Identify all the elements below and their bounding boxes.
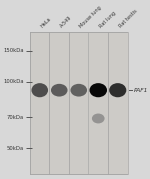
Text: 50kDa: 50kDa (7, 146, 24, 151)
Ellipse shape (32, 83, 48, 97)
Bar (30, 32, 50, 174)
Bar (69, 32, 88, 174)
Ellipse shape (70, 84, 87, 96)
Text: HeLa: HeLa (40, 16, 52, 29)
Bar (50, 32, 69, 174)
Text: Mouse lung: Mouse lung (79, 5, 103, 29)
Text: A-549: A-549 (59, 15, 73, 29)
Ellipse shape (51, 84, 68, 96)
Ellipse shape (89, 83, 107, 97)
Bar (30, 32, 127, 174)
Text: Rat lung: Rat lung (98, 10, 117, 29)
Ellipse shape (92, 113, 105, 124)
Text: 150kDa: 150kDa (3, 48, 24, 53)
Text: Rat testis: Rat testis (118, 8, 138, 29)
Text: 100kDa: 100kDa (3, 79, 24, 84)
Text: 70kDa: 70kDa (7, 115, 24, 120)
Ellipse shape (109, 83, 126, 97)
Bar (88, 32, 108, 174)
Text: PAF1: PAF1 (134, 88, 148, 93)
Bar (108, 32, 128, 174)
